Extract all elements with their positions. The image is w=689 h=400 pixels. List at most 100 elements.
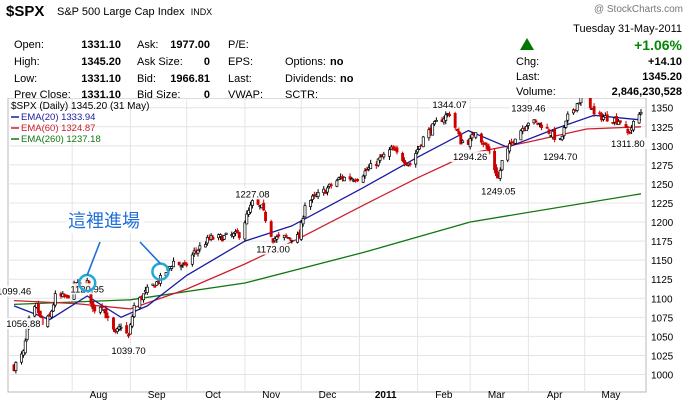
- quote-label: High:: [14, 56, 40, 68]
- x-tick-label: Dec: [319, 390, 337, 400]
- candle-body: [303, 205, 307, 218]
- ema60-line: [13, 126, 642, 310]
- symbol[interactable]: $SPX: [6, 3, 45, 20]
- candle-body: [513, 138, 517, 144]
- candle-body: [337, 177, 341, 180]
- index-name: S&P 500 Large Cap Index: [57, 6, 185, 18]
- quote-label: Low:: [14, 73, 38, 85]
- ema260-line: [13, 193, 642, 306]
- candle-body: [538, 122, 542, 125]
- candle-body: [387, 149, 391, 157]
- candle-body: [145, 286, 149, 293]
- candle-body: [326, 187, 329, 193]
- candle-body: [592, 106, 596, 115]
- candle-body: [479, 133, 483, 143]
- price-label-bg: [451, 151, 490, 163]
- candle-body: [401, 152, 405, 161]
- candle-body: [506, 148, 510, 161]
- candle-body: [540, 124, 543, 128]
- candle-body: [224, 232, 228, 235]
- price-label: 1294.26: [453, 152, 487, 163]
- candle-body: [626, 128, 630, 134]
- candle-body: [153, 285, 157, 288]
- quote-value: no: [330, 56, 344, 68]
- percent-change: +1.06%: [634, 37, 682, 53]
- candle-body: [66, 295, 70, 299]
- candle-body: [455, 128, 459, 131]
- x-tick-label: Oct: [205, 390, 221, 400]
- entry-markers: [77, 241, 170, 293]
- candle-body: [434, 120, 438, 122]
- candle-body: [493, 150, 497, 171]
- price-label: 1056.88: [6, 319, 40, 330]
- quote-header: $SPX S&P 500 Large Cap Index INDX @ Stoc…: [0, 0, 689, 101]
- y-tick-label: 1250: [651, 180, 674, 191]
- candle-body: [36, 303, 40, 314]
- candle-body: [376, 158, 380, 166]
- candle-body: [205, 237, 209, 244]
- candle-body: [534, 120, 538, 123]
- ema260-path: [13, 193, 642, 306]
- candle-body: [183, 262, 187, 264]
- candle-body: [571, 109, 575, 114]
- candle-body: [335, 180, 339, 187]
- y-tick-label: 1300: [651, 142, 674, 153]
- candle-body: [628, 131, 632, 134]
- price-label-bg: [0, 285, 33, 297]
- candle-body: [562, 127, 566, 137]
- candle-body: [632, 120, 635, 131]
- price-chart: 1000 1025 1050 1075 1100 1125 1150 1175 1200 1225…: [0, 98, 674, 400]
- candle-body: [250, 200, 254, 206]
- chart-legend: $SPX (Daily) 1345.20 (31 May)EMA(20) 133…: [11, 101, 149, 145]
- candle-body: [500, 160, 504, 171]
- quote-label: Last:: [228, 73, 252, 85]
- candle-body: [155, 281, 159, 286]
- price-label: 1249.05: [481, 187, 515, 198]
- candle-body: [100, 305, 104, 309]
- candle-body: [617, 121, 620, 126]
- candle-body: [547, 129, 551, 134]
- candle-body: [245, 213, 249, 225]
- legend-entry: $SPX (Daily) 1345.20 (31 May): [11, 101, 149, 112]
- candle-body: [457, 131, 461, 135]
- candle-body: [301, 218, 305, 225]
- candle-body: [624, 124, 628, 128]
- candle-body: [112, 317, 115, 330]
- candle-body: [311, 195, 314, 200]
- annotation: 這裡進場: [66, 211, 144, 233]
- candle-body: [611, 122, 615, 124]
- price-label-bg: [430, 99, 469, 111]
- candle-body: [639, 111, 643, 115]
- x-tick-label: Mar: [488, 390, 506, 400]
- candle-body: [637, 114, 641, 124]
- candle-body: [564, 120, 568, 128]
- candle-body: [342, 176, 346, 182]
- candle-body: [219, 234, 222, 237]
- candle-body: [204, 244, 207, 248]
- candle-body: [142, 293, 145, 301]
- candle-body: [329, 184, 333, 187]
- candle-body: [474, 132, 478, 138]
- x-axis: Aug Sep Oct Nov Dec 2011 Feb Mar Apr May: [90, 390, 621, 400]
- annotation-arrow: [86, 241, 101, 276]
- candle-body: [365, 168, 369, 171]
- x-tick-label: Sep: [148, 390, 166, 400]
- quote-label: Ask Size:: [137, 56, 183, 68]
- price-labels: 1099.46 1120.951056.881039.701227.081173.…: [0, 99, 647, 357]
- candle-body: [284, 235, 288, 237]
- quote-label: Ask:: [137, 39, 159, 51]
- candle-body: [93, 306, 97, 312]
- annotation-text: 這裡進場: [68, 211, 140, 231]
- price-label-bg: [254, 243, 293, 255]
- candle-body: [190, 254, 194, 265]
- candle-body: [232, 232, 236, 237]
- candle-body: [23, 340, 27, 354]
- price-label-bg: [4, 318, 43, 330]
- candle-body: [495, 167, 498, 176]
- y-tick-label: 1350: [651, 104, 674, 115]
- candle-body: [91, 301, 95, 310]
- candle-body: [508, 143, 512, 152]
- candle-body: [418, 145, 421, 150]
- candle-body: [38, 310, 42, 318]
- y-tick-label: 1150: [651, 256, 673, 267]
